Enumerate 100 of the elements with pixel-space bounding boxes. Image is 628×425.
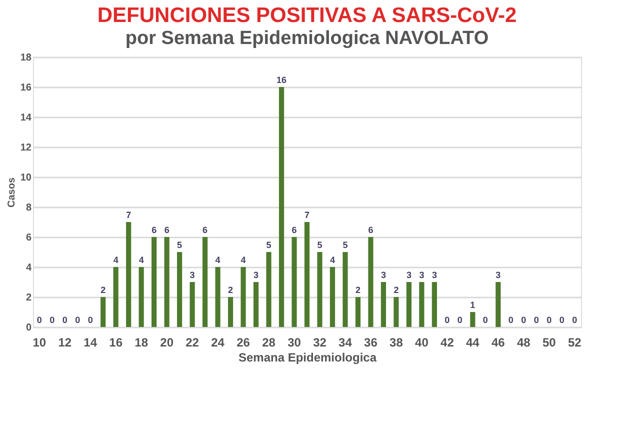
- data-label: 2: [394, 285, 399, 295]
- data-label: 5: [342, 240, 348, 250]
- bar: [496, 282, 501, 327]
- data-label: 4: [240, 255, 246, 265]
- x-tick-label: 26: [236, 336, 250, 350]
- data-label: 2: [228, 285, 234, 295]
- chart-subtitle: por Semana Epidemiologica NAVOLATO: [125, 28, 489, 49]
- data-label: 16: [276, 75, 287, 85]
- x-tick-label: 28: [262, 336, 276, 350]
- data-label: 3: [380, 270, 386, 280]
- bar: [292, 237, 297, 327]
- y-tick-label: 2: [26, 292, 32, 304]
- bar: [342, 252, 348, 327]
- data-label: 0: [50, 315, 55, 325]
- data-label: 4: [215, 255, 220, 265]
- bar: [202, 237, 208, 327]
- x-axis-title: Semana Epidemiologica: [238, 350, 377, 364]
- chart-title: DEFUNCIONES POSITIVAS A SARS-CoV-2: [97, 4, 517, 27]
- y-tick-label: 16: [20, 82, 32, 94]
- data-label: 2: [100, 285, 106, 295]
- bar: [304, 222, 310, 327]
- x-tick-label: 48: [516, 336, 531, 350]
- bar: [266, 252, 272, 327]
- data-label: 0: [546, 315, 552, 325]
- x-tick-label: 34: [338, 336, 352, 350]
- data-label: 3: [419, 270, 424, 280]
- bar: [164, 237, 170, 327]
- y-tick-label: 0: [26, 322, 32, 334]
- data-label: 6: [164, 225, 170, 235]
- bar: [190, 282, 195, 327]
- bar: [152, 237, 157, 327]
- y-axis-title: Casos: [6, 177, 18, 208]
- bar: [470, 312, 476, 327]
- data-label: 3: [406, 270, 412, 280]
- bar: [419, 282, 424, 327]
- x-tick-label: 40: [415, 336, 429, 350]
- x-tick-label: 52: [568, 336, 582, 350]
- x-tick-label: 46: [491, 336, 506, 350]
- data-label: 6: [292, 225, 297, 235]
- data-label: 0: [457, 315, 462, 325]
- bar: [228, 297, 234, 327]
- x-tick-label: 20: [160, 336, 174, 350]
- data-label: 7: [304, 210, 310, 220]
- data-label: 0: [36, 315, 42, 325]
- data-label: 0: [572, 315, 578, 325]
- data-label: 7: [126, 210, 132, 220]
- x-tick-label: 24: [211, 336, 225, 350]
- x-tick-label: 16: [109, 336, 123, 350]
- x-tick-label: 44: [466, 336, 480, 350]
- data-label: 3: [254, 270, 259, 280]
- bar: [278, 87, 284, 327]
- data-label: 4: [113, 255, 118, 265]
- data-label: 6: [202, 225, 208, 235]
- data-label: 5: [266, 240, 272, 250]
- x-tick-label: 32: [313, 336, 327, 350]
- y-tick-label: 6: [26, 232, 32, 244]
- data-label: 5: [317, 240, 322, 250]
- data-label: 0: [508, 315, 514, 325]
- data-label: 6: [152, 225, 157, 235]
- bar: [355, 297, 361, 327]
- data-label: 0: [482, 315, 488, 325]
- x-tick-label: 22: [186, 336, 200, 350]
- data-label: 3: [432, 270, 437, 280]
- bar: [330, 267, 336, 327]
- y-tick-label: 10: [20, 172, 32, 184]
- data-label: 0: [534, 315, 539, 325]
- bar: [100, 297, 106, 327]
- data-label: 3: [496, 270, 501, 280]
- data-label: 3: [190, 270, 195, 280]
- bar: [177, 252, 182, 327]
- bar: [380, 282, 386, 327]
- y-tick-label: 8: [26, 202, 32, 214]
- data-label: 0: [521, 315, 526, 325]
- bar: [253, 282, 259, 327]
- data-label: 0: [62, 315, 68, 325]
- bar: [394, 297, 399, 327]
- bar: [126, 222, 132, 327]
- x-tick-label: 36: [364, 336, 378, 350]
- x-tick-label: 12: [58, 336, 72, 350]
- x-tick-label: 14: [84, 336, 98, 350]
- data-label: 0: [88, 315, 93, 325]
- bar: [406, 282, 412, 327]
- x-tick-label: 50: [542, 336, 556, 350]
- x-tick-label: 42: [440, 336, 454, 350]
- bar: [240, 267, 246, 327]
- x-tick-label: 18: [134, 336, 148, 350]
- bar: [317, 252, 322, 327]
- data-label: 5: [177, 240, 182, 250]
- x-tick-label: 30: [288, 336, 302, 350]
- bar: [138, 267, 144, 327]
- data-label: 4: [330, 255, 335, 265]
- data-label: 4: [138, 255, 144, 265]
- bar: [215, 267, 220, 327]
- x-tick-label: 38: [390, 336, 404, 350]
- bar: [113, 267, 118, 327]
- data-label: 6: [368, 225, 374, 235]
- y-tick-label: 4: [26, 262, 32, 274]
- y-tick-label: 12: [20, 142, 32, 154]
- y-tick-label: 18: [20, 52, 32, 64]
- data-label: 1: [470, 300, 476, 310]
